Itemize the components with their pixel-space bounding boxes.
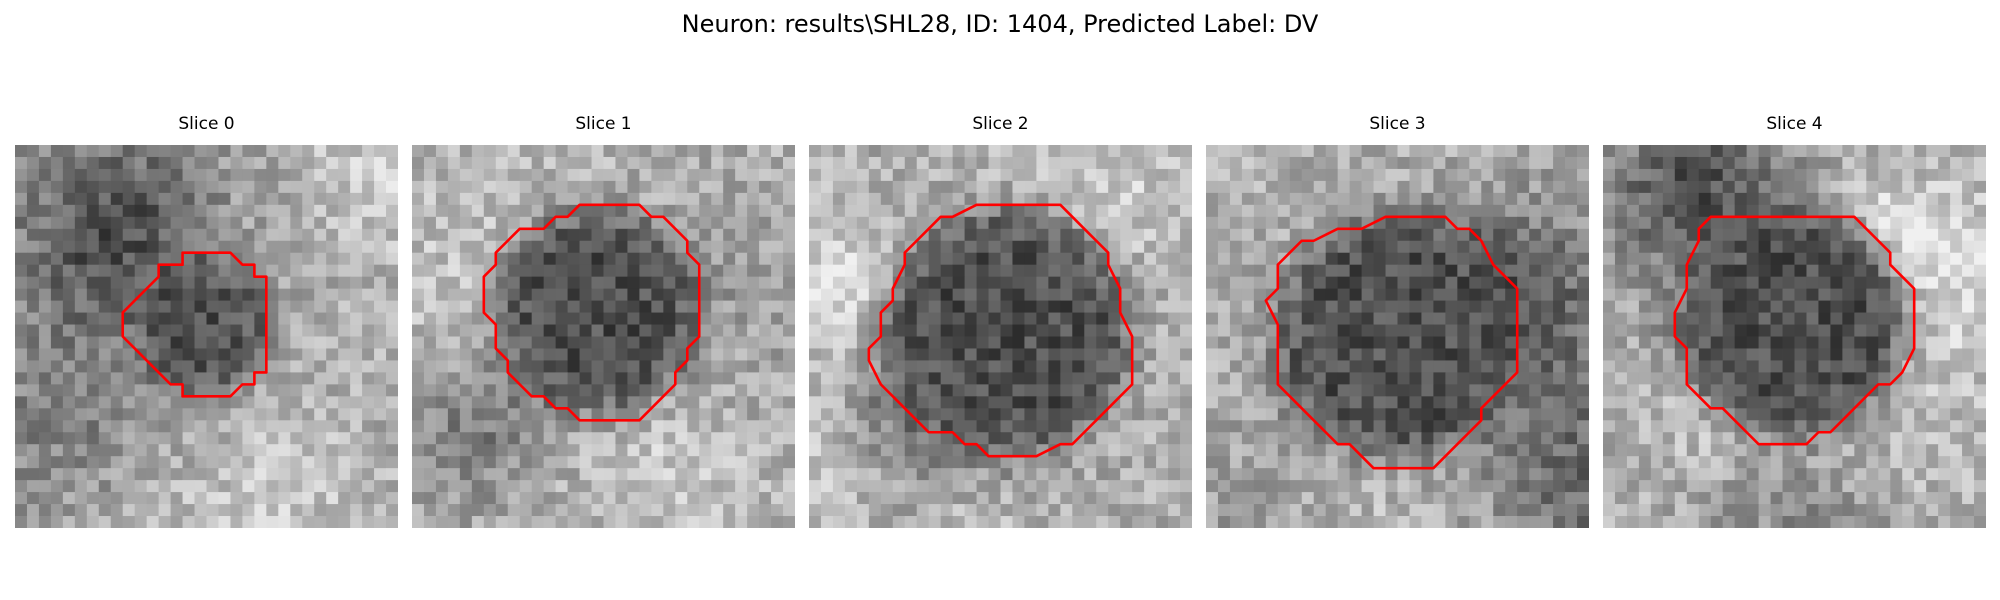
segmentation-contour <box>1673 215 1916 446</box>
segmentation-contour <box>867 203 1134 458</box>
slice-title: Slice 3 <box>1369 114 1426 134</box>
segmentation-contour <box>1264 215 1519 470</box>
slice-panel-0: Slice 0 <box>15 105 398 533</box>
segmentation-contour <box>482 203 701 422</box>
slice-title: Slice 0 <box>178 114 235 134</box>
slice-panel-4: Slice 4 <box>1603 105 1986 533</box>
slice-panel-2: Slice 2 <box>809 105 1192 533</box>
slice-title: Slice 2 <box>972 114 1029 134</box>
slice-image <box>1206 145 1589 528</box>
slice-panel-3: Slice 3 <box>1206 105 1589 533</box>
slice-title: Slice 4 <box>1766 114 1823 134</box>
segmentation-contour <box>121 251 268 398</box>
slice-title: Slice 1 <box>575 114 632 134</box>
slice-image <box>412 145 795 528</box>
slice-panel-1: Slice 1 <box>412 105 795 533</box>
slice-image <box>1603 145 1986 528</box>
slice-image <box>809 145 1192 528</box>
figure-title: Neuron: results\SHL28, ID: 1404, Predict… <box>681 10 1319 38</box>
slice-image <box>15 145 398 528</box>
